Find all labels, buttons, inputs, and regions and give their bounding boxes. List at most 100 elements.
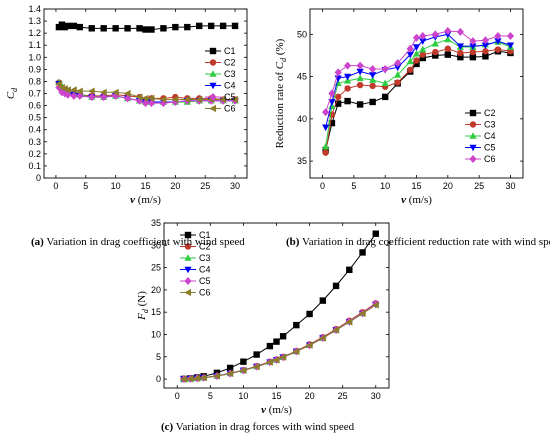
data-point-C6 xyxy=(159,95,167,104)
caption-b-text: Variation in drag coefficient reduction … xyxy=(299,236,550,248)
legend-marker-C4 xyxy=(184,266,192,274)
series-C1 xyxy=(55,21,239,33)
data-point-C6 xyxy=(111,88,119,96)
y-tick-label: 0.1 xyxy=(28,161,41,171)
legend-marker-C4 xyxy=(209,82,217,90)
data-point-C2 xyxy=(369,98,376,106)
y-tick-label: 0.5 xyxy=(28,113,41,123)
panel-c-xlabel: v (m/s) xyxy=(261,404,292,416)
y-tick-label: 0.7 xyxy=(28,89,41,99)
data-point-C2 xyxy=(482,53,489,60)
y-tick-label: 40 xyxy=(297,114,307,124)
data-point-C1 xyxy=(279,333,287,340)
data-point-C6 xyxy=(199,374,207,382)
caption-c: (c) Variation in drag forces with wind s… xyxy=(161,421,354,433)
legend-marker-C4 xyxy=(469,132,477,139)
legend-marker-C5 xyxy=(469,144,477,152)
data-point-C4 xyxy=(394,71,402,78)
x-tick-label: 25 xyxy=(200,181,210,191)
series-line-C5 xyxy=(183,303,377,380)
data-point-C6 xyxy=(444,26,452,35)
data-point-C5 xyxy=(481,42,490,50)
data-point-C6 xyxy=(334,68,342,77)
data-point-C1 xyxy=(332,282,340,290)
data-point-C1 xyxy=(319,297,327,304)
data-point-C6 xyxy=(328,89,336,98)
data-point-C6 xyxy=(213,372,220,380)
y-tick-label: 5 xyxy=(156,352,161,362)
data-point-C4 xyxy=(406,57,414,65)
data-point-C1 xyxy=(184,23,191,31)
data-point-C5 xyxy=(406,51,414,59)
legend-label-C5: C5 xyxy=(199,276,211,286)
data-point-C1 xyxy=(64,22,72,30)
data-point-C3 xyxy=(413,57,420,64)
series-line-C2 xyxy=(183,302,377,380)
data-point-C5 xyxy=(494,38,502,45)
legend-marker-C2 xyxy=(184,243,192,250)
ylabel-prefix: Reduction rate of xyxy=(274,69,286,148)
data-point-C6 xyxy=(226,369,234,378)
data-point-C6 xyxy=(494,32,502,41)
legend-label-C1: C1 xyxy=(224,46,236,56)
data-point-C6 xyxy=(343,61,352,70)
data-point-C6 xyxy=(252,362,260,371)
data-point-C2 xyxy=(413,60,420,68)
ylabel-suffix: (N) xyxy=(136,291,148,309)
x-tick-label: 5 xyxy=(351,181,356,191)
x-tick-label: 25 xyxy=(338,391,348,401)
data-point-C6 xyxy=(193,374,201,382)
data-point-C6 xyxy=(141,94,149,102)
data-point-C6 xyxy=(332,326,340,334)
y-tick-label: 35 xyxy=(297,156,307,166)
data-point-C3 xyxy=(407,66,414,74)
y-tick-label: 10 xyxy=(151,329,161,339)
data-point-C1 xyxy=(70,22,78,30)
data-point-C6 xyxy=(319,334,326,342)
panel-b-ylabel: Reduction rate of Cd (%) xyxy=(274,38,288,148)
series-line-C5 xyxy=(325,33,511,128)
legend-marker-C1 xyxy=(209,47,217,55)
x-tick-label: 15 xyxy=(140,181,150,191)
data-point-C3 xyxy=(334,93,342,101)
data-point-C6 xyxy=(356,61,364,70)
x-tick-label: 30 xyxy=(371,391,381,401)
series-line-C3 xyxy=(183,303,377,380)
data-point-C3 xyxy=(344,85,351,92)
data-point-C4 xyxy=(431,39,439,47)
x-tick-label: 0 xyxy=(53,181,58,191)
legend-label-C6: C6 xyxy=(484,154,496,164)
x-tick-label: 5 xyxy=(83,181,88,191)
data-point-C6 xyxy=(431,30,439,39)
data-point-C5 xyxy=(343,73,352,81)
data-point-C6 xyxy=(70,86,77,94)
x-tick-label: 15 xyxy=(411,181,421,191)
data-point-C5 xyxy=(328,99,336,106)
caption-a-text: Variation in drag coefficient with wind … xyxy=(43,236,245,248)
xlabel-unit: (m/s) xyxy=(406,194,432,206)
panel-a-xlabel: v (m/s) xyxy=(130,194,161,206)
data-point-C6 xyxy=(371,301,379,309)
data-point-C1 xyxy=(266,342,274,350)
data-point-C5 xyxy=(394,64,402,72)
legend-label-C2: C2 xyxy=(484,108,496,118)
data-point-C6 xyxy=(180,375,187,383)
data-point-C3 xyxy=(419,51,426,58)
legend-label-C3: C3 xyxy=(224,69,236,79)
legend-label-C5: C5 xyxy=(224,92,236,102)
data-point-C6 xyxy=(279,353,287,361)
data-point-C6 xyxy=(123,89,131,98)
data-point-C2 xyxy=(419,54,426,62)
x-tick-label: 10 xyxy=(111,181,121,191)
x-tick-label: 20 xyxy=(305,391,315,401)
data-point-C5 xyxy=(412,44,421,51)
x-tick-label: 20 xyxy=(170,181,180,191)
data-point-C3 xyxy=(394,79,401,86)
legend-marker-C2 xyxy=(469,109,477,117)
legend-marker-C2 xyxy=(209,59,217,66)
y-tick-label: 1.3 xyxy=(28,16,41,26)
data-point-C3 xyxy=(432,48,439,56)
data-point-C6 xyxy=(183,95,191,104)
